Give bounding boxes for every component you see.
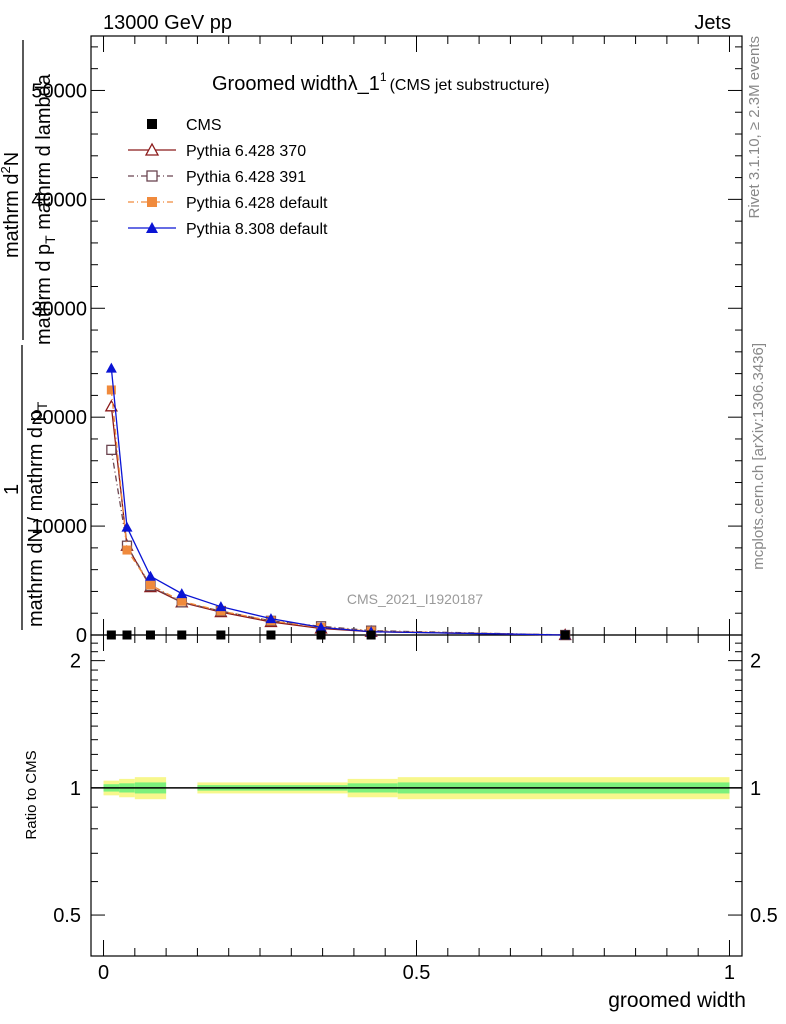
data-point-marker [216,630,226,640]
series-pythia-6-428-391 [106,444,571,641]
data-point-marker [106,444,117,456]
energy-label: 13000 GeV pp [103,12,232,34]
data-point-marker [144,142,160,156]
legend-label: CMS [186,117,222,134]
data-point-marker [315,621,327,632]
ylabel-den1-rest: mathrm d lambda [33,73,55,235]
ylabel-num1-rest: N [1,152,23,166]
data-point-marker [177,596,187,606]
data-point-marker [146,222,158,233]
ylabel-num1: mathrm d [1,174,23,258]
data-point-marker [147,197,157,207]
series-cms [106,630,570,640]
data-point-marker [121,521,133,532]
title-paren: (CMS jet substructure) [390,77,550,94]
main-y-tick-label: 30000 [31,298,87,320]
analysis-watermark: CMS_2021_I1920187 [347,591,483,607]
data-point-marker [147,119,157,129]
data-point-marker [146,170,158,182]
data-point-marker [265,613,277,624]
data-point-marker [104,399,118,412]
mcplots-label: mcplots.cern.ch [arXiv:1306.3436] [750,343,767,570]
data-point-marker [145,580,155,590]
legend: CMS Pythia 6.428 370 Pythia 6.428 391 Pythi… [128,117,328,238]
data-point-marker [144,570,156,581]
rivet-label: Rivet 3.1.10, ≥ 2.3M events [746,36,763,219]
ratio-x-tick-label: 0.5 [403,962,431,984]
legend-label: Pythia 6.428 391 [186,169,306,186]
legend-label: Pythia 6.428 370 [186,143,306,160]
ratio-y-tick-label: 0.5 [53,905,81,927]
data-point-marker [215,601,227,612]
data-point-marker [266,630,276,640]
ratio-y-tick-label: 1 [70,778,81,800]
data-point-marker [122,545,132,555]
data-point-marker [366,630,376,640]
ratio-y-label: Ratio to CMS [23,750,40,839]
main-y-tick-label: 40000 [31,189,87,211]
title-sup: 1 [380,70,387,84]
main-y-tick-label: 20000 [31,407,87,429]
data-point-marker [106,385,116,395]
legend-label: Pythia 8.308 default [186,221,328,238]
data-point-marker [316,630,326,640]
ylabel-den1-sub: T [42,235,58,244]
ratio-x-tick-label: 1 [724,962,735,984]
ylabel-den1: mathrm d p [33,244,55,345]
ratio-x-tick-label: 0 [98,962,109,984]
main-y-tick-label: 50000 [31,80,87,102]
data-point-marker [145,630,155,640]
ratio-y-tick-label-right: 2 [750,651,761,673]
series-layer [104,362,572,641]
title-main: Groomed width [212,73,348,95]
data-point-marker [105,362,117,373]
series-pythia-6-428-370 [104,399,572,641]
svg-text:Groomed widthλ_11(CMS jet subs: Groomed widthλ_11 (CMS jet substructure) [212,70,550,95]
ratio-y-tick-label-right: 0.5 [750,905,778,927]
data-point-marker [560,630,570,640]
ylabel-num2: 1 [1,484,23,495]
main-y-tick-label: 0 [76,625,87,647]
svg-text:mathrm d pT mathrm d lambda: mathrm d pT mathrm d lambda [33,73,58,345]
x-axis-label: groomed width [608,989,746,1012]
series-pythia-8-308-default [105,362,571,640]
data-point-marker [106,630,116,640]
ylabel-den2: mathrm dN / mathrm d p [25,410,47,627]
title-lambda: λ_1 [348,73,380,95]
ratio-y-tick-label: 2 [70,651,81,673]
svg-text:mathrm dN / mathrm d pT: mathrm dN / mathrm d pT [25,401,50,627]
ratio-x-axis: 0 0.5 1 [98,635,735,984]
ratio-y-tick-label-right: 1 [750,778,761,800]
main-y-axis: 0 10000 20000 30000 40000 50000 [31,46,742,647]
main-y-tick-label: 10000 [31,516,87,538]
plot-title: Groomed widthλ_11 (CMS jet substructure) [212,70,550,95]
series-line [110,449,566,636]
data-point-marker [176,588,188,599]
legend-label: Pythia 6.428 default [186,195,328,212]
ylabel-num1-sup: 2 [0,166,13,173]
process-label: Jets [694,12,731,34]
data-point-marker [122,630,132,640]
ylabel-den2-sub: T [34,401,50,410]
svg-text:mathrm d2N: mathrm d2N [0,152,23,258]
data-point-marker [177,630,187,640]
main-x-ticks [103,36,730,635]
main-y-label: mathrm dN / mathrm d pT 1 mathrm d pT ma… [0,40,58,630]
series-pythia-6-428-default [106,385,570,640]
ratio-y-axis: 0.5 0.5 1 1 2 2 [53,642,778,927]
